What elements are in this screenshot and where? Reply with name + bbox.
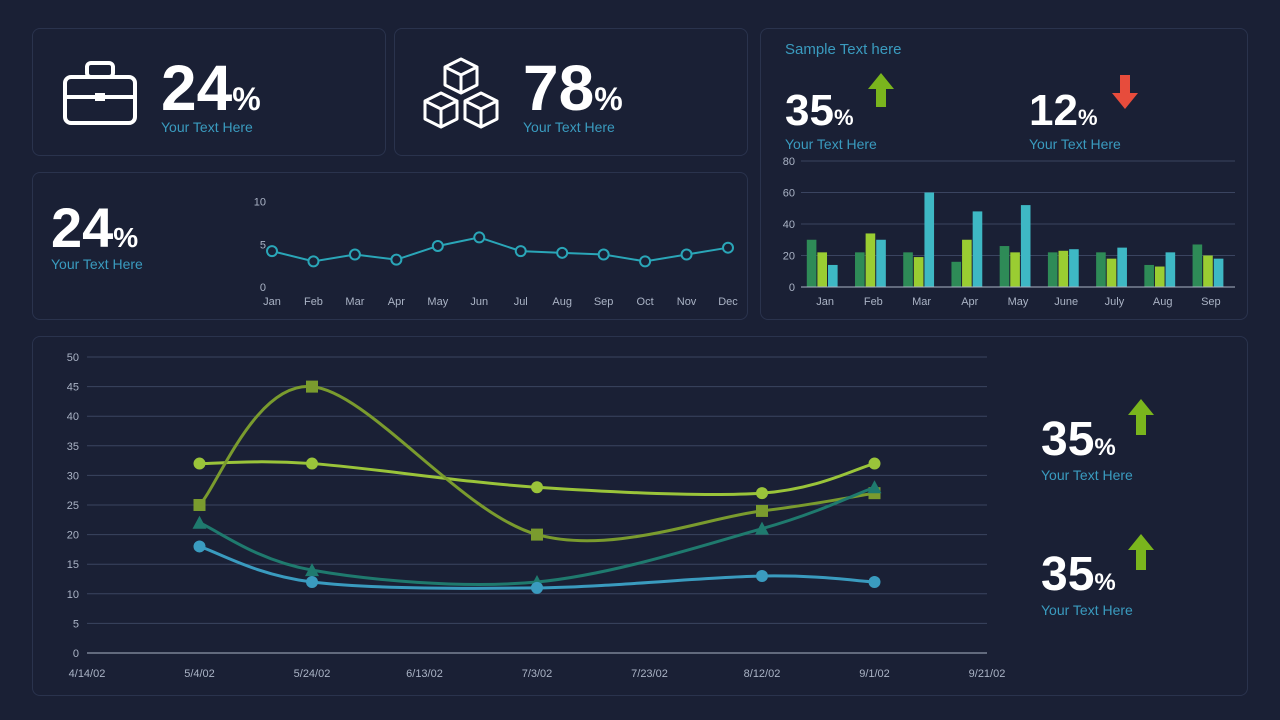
svg-text:50: 50: [67, 352, 79, 364]
stats-bar-card: Sample Text here 35% Your Text Here 12% …: [760, 28, 1248, 320]
kpi1-sub: Your Text Here: [161, 119, 261, 135]
svg-text:7/23/02: 7/23/02: [631, 668, 668, 680]
svg-text:20: 20: [783, 251, 795, 263]
svg-text:40: 40: [783, 219, 795, 231]
svg-text:5/4/02: 5/4/02: [184, 668, 215, 680]
svg-text:0: 0: [73, 648, 79, 660]
mini-line-chart: 10 5 0 Jan Feb Mar Apr May Jun Jul Aug Sep Oct Nov Dec: [238, 185, 738, 315]
svg-text:5/24/02: 5/24/02: [294, 668, 331, 680]
svg-text:Jun: Jun: [470, 296, 488, 308]
boxes-icon: [417, 55, 505, 133]
svg-text:60: 60: [783, 188, 795, 200]
svg-text:July: July: [1105, 296, 1125, 308]
kpi-card-miniline: 24% Your Text Here 10 5 0 Jan Feb Mar Apr May Ju…: [32, 172, 748, 320]
svg-text:May: May: [427, 296, 448, 308]
svg-text:Jul: Jul: [514, 296, 528, 308]
stat-ml1-value: 35: [1041, 412, 1094, 467]
arrow-up-icon: [1126, 397, 1156, 439]
svg-text:7/3/02: 7/3/02: [522, 668, 553, 680]
svg-text:20: 20: [67, 530, 79, 542]
svg-text:10: 10: [254, 197, 266, 209]
stat-ml2-unit: %: [1094, 569, 1115, 596]
stat-ml2-value: 35: [1041, 547, 1094, 602]
svg-text:40: 40: [67, 411, 79, 423]
svg-text:30: 30: [67, 470, 79, 482]
svg-text:35: 35: [67, 441, 79, 453]
svg-text:4/14/02: 4/14/02: [69, 668, 106, 680]
kpi-card-boxes: 78% Your Text Here: [394, 28, 748, 156]
stat-12-unit: %: [1078, 105, 1098, 130]
svg-text:5: 5: [73, 618, 79, 630]
arrow-up-icon: [1126, 532, 1156, 574]
kpi1-unit: %: [232, 81, 260, 117]
arrow-up-icon: [866, 71, 896, 111]
svg-text:Apr: Apr: [961, 296, 978, 308]
svg-text:Feb: Feb: [304, 296, 323, 308]
kpi-card-briefcase: 24% Your Text Here: [32, 28, 386, 156]
multi-line-chart: 0 5 10 15 20 25 30 35 40 45 50 4/14/02 5/4/02 5/24/02…: [47, 351, 1007, 687]
svg-text:Aug: Aug: [1153, 296, 1173, 308]
multiline-card: 0 5 10 15 20 25 30 35 40 45 50 4/14/02 5/4/02 5/24/02…: [32, 336, 1248, 696]
kpi3-unit: %: [113, 222, 138, 253]
arrow-down-icon: [1110, 71, 1140, 111]
svg-text:6/13/02: 6/13/02: [406, 668, 443, 680]
card4-title: Sample Text here: [785, 41, 901, 58]
stat-ml1-sub: Your Text Here: [1041, 467, 1156, 483]
svg-text:Nov: Nov: [677, 296, 697, 308]
stat-35-unit: %: [834, 105, 854, 130]
svg-text:Jan: Jan: [816, 296, 834, 308]
svg-text:Dec: Dec: [718, 296, 738, 308]
svg-text:9/1/02: 9/1/02: [859, 668, 890, 680]
stat-ml2-sub: Your Text Here: [1041, 602, 1156, 618]
kpi2-sub: Your Text Here: [523, 119, 623, 135]
svg-text:10: 10: [67, 589, 79, 601]
kpi1-value: 24: [161, 51, 232, 125]
svg-text:5: 5: [260, 239, 266, 251]
kpi3-sub: Your Text Here: [51, 256, 143, 272]
svg-text:15: 15: [67, 559, 79, 571]
stat-35-sub: Your Text Here: [785, 136, 896, 152]
svg-text:Mar: Mar: [345, 296, 364, 308]
briefcase-icon: [61, 59, 139, 127]
kpi2-value: 78: [523, 51, 594, 125]
stat-12-sub: Your Text Here: [1029, 136, 1140, 152]
svg-text:Apr: Apr: [388, 296, 405, 308]
svg-text:June: June: [1054, 296, 1078, 308]
svg-text:80: 80: [783, 157, 795, 168]
svg-text:45: 45: [67, 382, 79, 394]
kpi3-value: 24: [51, 195, 113, 260]
stat-35-value: 35: [785, 86, 834, 136]
svg-text:25: 25: [67, 500, 79, 512]
grouped-bar-chart: 0 20 40 60 80 Jan Feb Mar Apr May June July Aug Sep: [771, 157, 1243, 313]
svg-text:Sep: Sep: [1201, 296, 1221, 308]
svg-text:Oct: Oct: [637, 296, 654, 308]
svg-text:8/12/02: 8/12/02: [744, 668, 781, 680]
kpi2-unit: %: [594, 81, 622, 117]
stat-ml1-unit: %: [1094, 434, 1115, 461]
svg-text:0: 0: [789, 282, 795, 294]
svg-text:9/21/02: 9/21/02: [969, 668, 1006, 680]
stat-12-value: 12: [1029, 86, 1078, 136]
dashboard: 24% Your Text Here 78% Your Text Here 24…: [0, 0, 1280, 720]
svg-text:Feb: Feb: [864, 296, 883, 308]
svg-text:Sep: Sep: [594, 296, 614, 308]
svg-text:0: 0: [260, 282, 266, 294]
svg-text:Jan: Jan: [263, 296, 281, 308]
svg-text:Aug: Aug: [552, 296, 572, 308]
svg-text:Mar: Mar: [912, 296, 931, 308]
svg-text:May: May: [1008, 296, 1029, 308]
